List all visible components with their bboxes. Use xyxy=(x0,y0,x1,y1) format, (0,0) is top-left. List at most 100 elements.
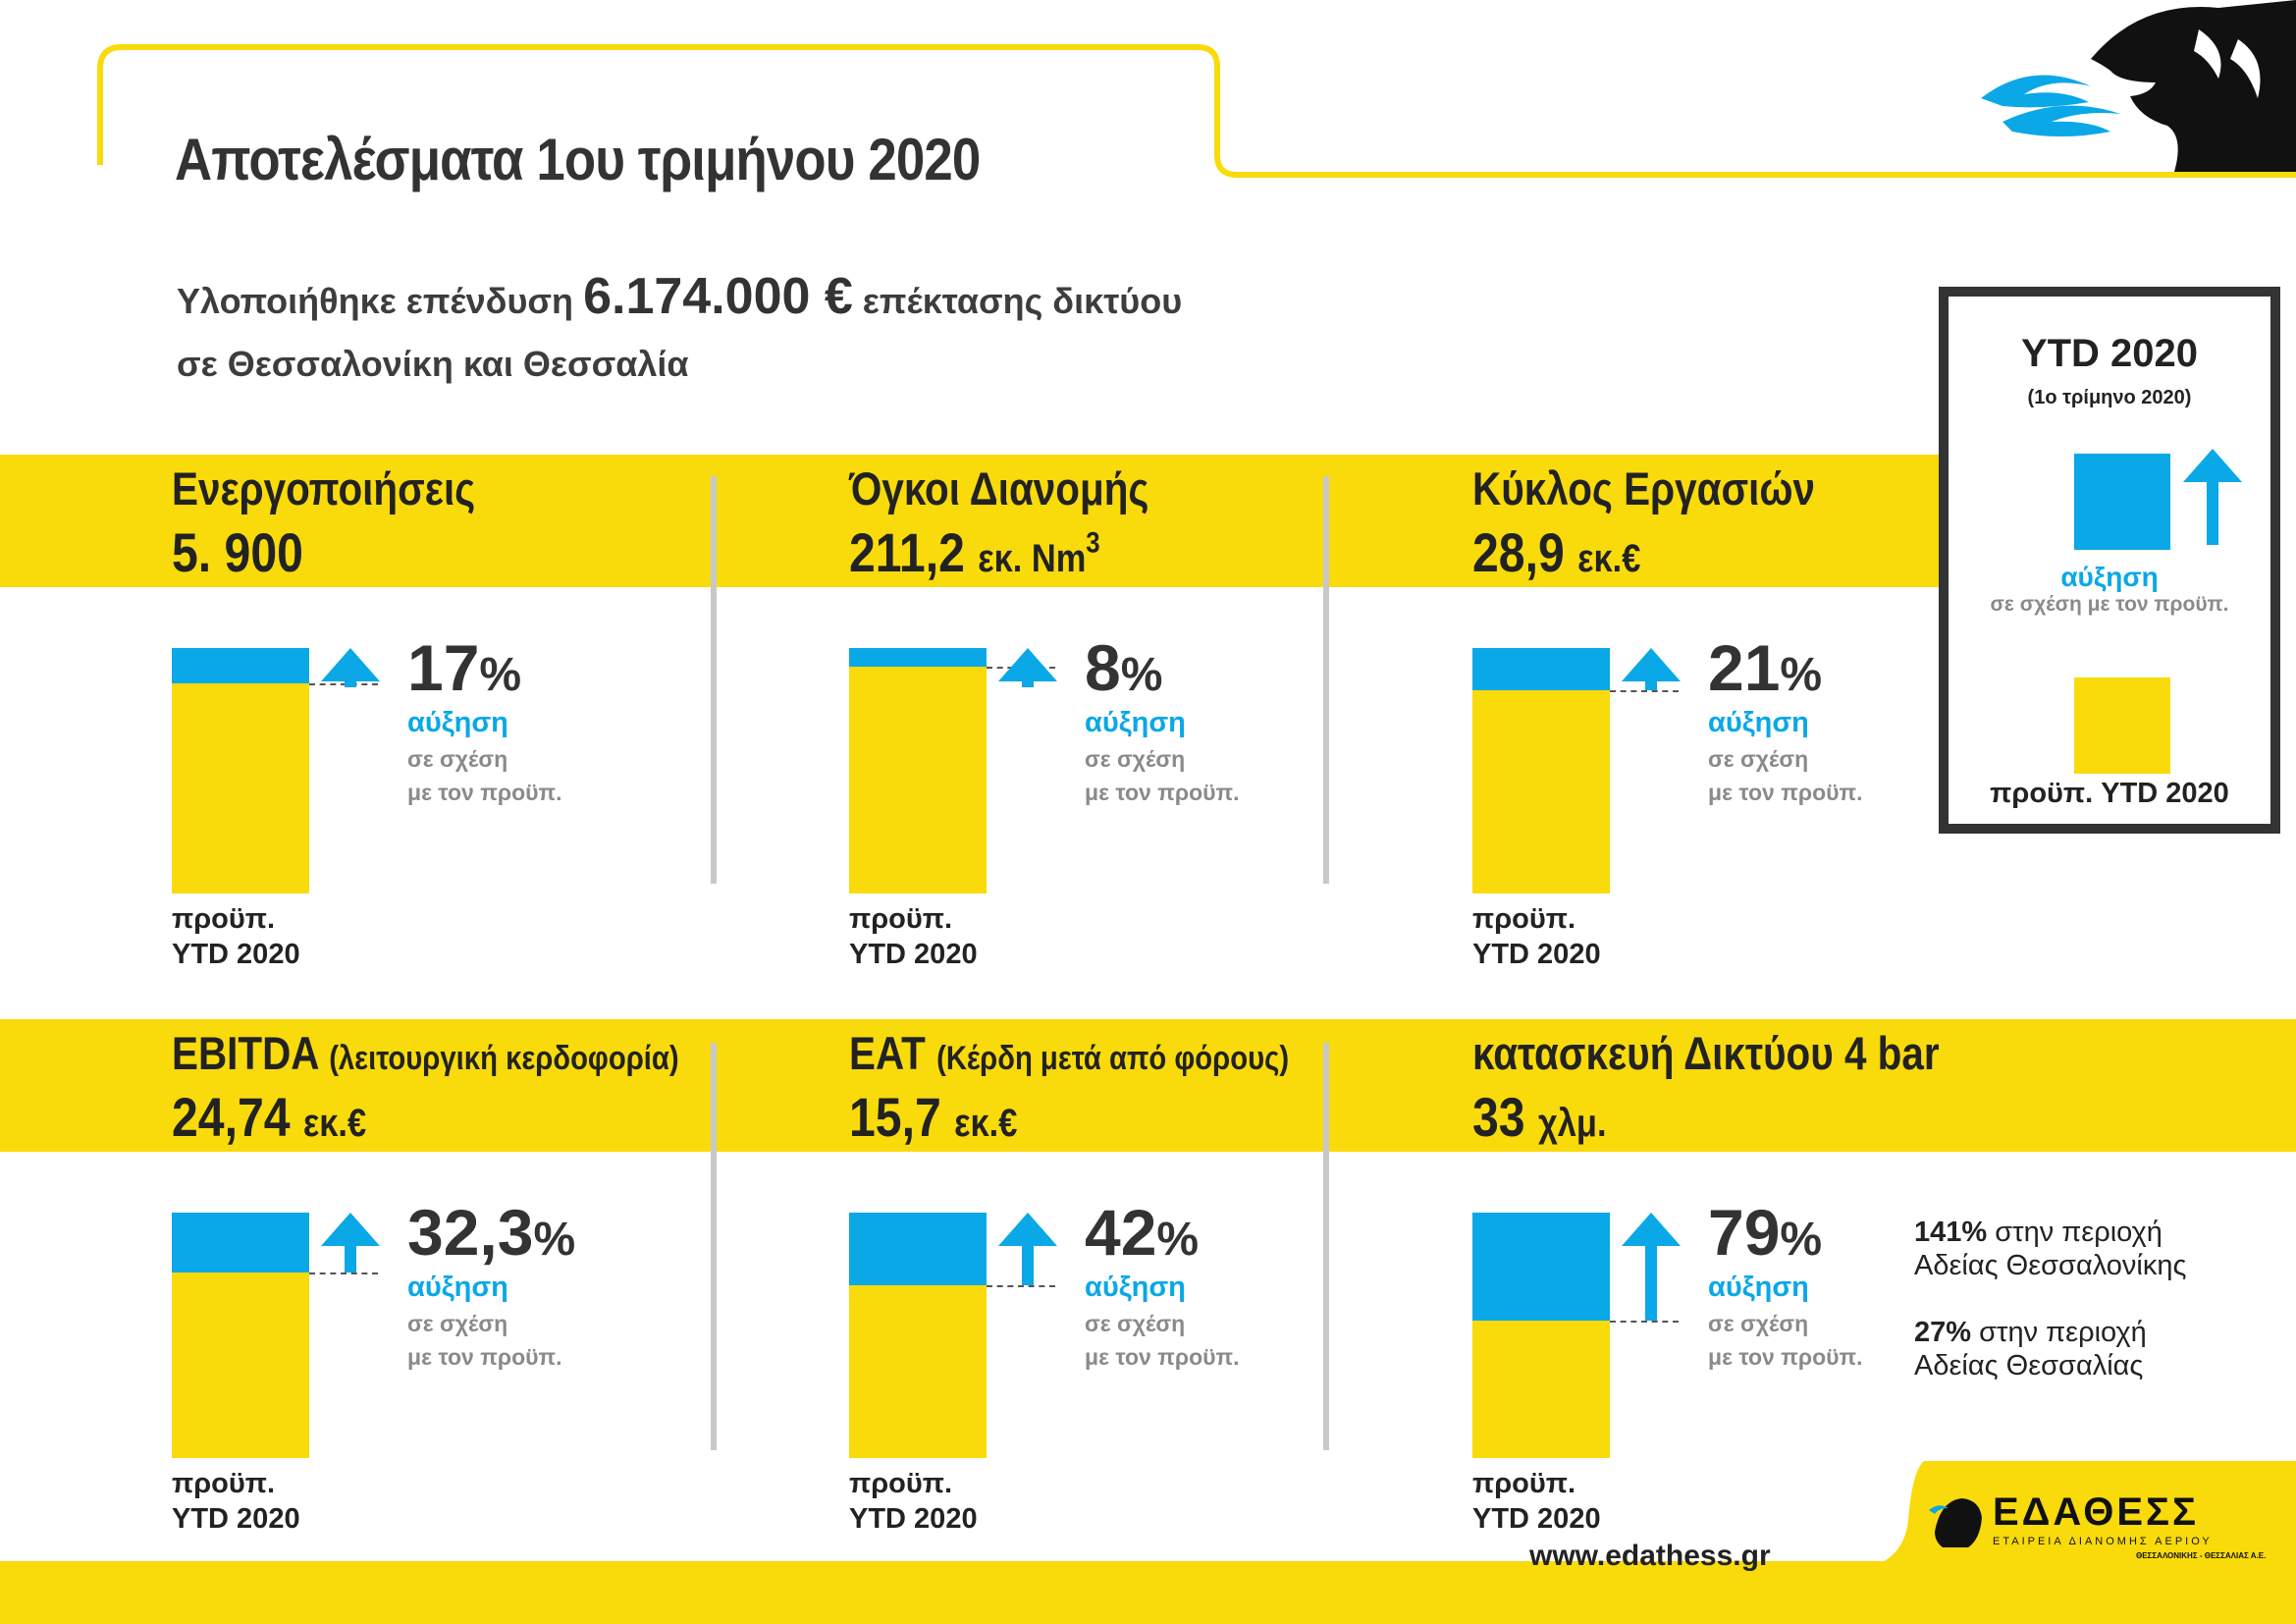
kpi-value-number: 5. 900 xyxy=(172,521,303,583)
budget-caption-line-1: προϋπ. xyxy=(849,903,952,935)
arrow-up-icon xyxy=(998,1213,1057,1285)
legend-budget-swatch xyxy=(2074,677,2170,774)
increase-percent-value: 8 xyxy=(1085,631,1121,704)
relation-line-2: με τον προϋπ. xyxy=(407,1344,562,1370)
legend-increase-desc: σε σχέση με τον προϋπ. xyxy=(1990,593,2229,616)
relation-line-2: με τον προϋπ. xyxy=(407,780,562,805)
relation-line-1: σε σχέση xyxy=(407,746,508,772)
kpi-title-text: Όγκοι Διανομής xyxy=(849,462,1149,514)
budget-caption: προϋπ. YTD 2020 xyxy=(849,901,978,972)
increase-percent-value: 21 xyxy=(1708,631,1781,704)
increase-bar xyxy=(1472,1213,1610,1321)
network-note-thessaly: 27% στην περιοχή Αδείας Θεσσαλίας xyxy=(1914,1316,2147,1382)
increase-percent-value: 79 xyxy=(1708,1196,1781,1269)
kpi-unit: εκ.€ xyxy=(302,1102,367,1145)
arrow-up-icon xyxy=(2183,449,2242,545)
header-frame xyxy=(97,44,2296,178)
kpi-title-text: EBITDA xyxy=(172,1027,318,1079)
investment-amount: 6.174.000 € xyxy=(583,268,853,325)
budget-caption-line-2: YTD 2020 xyxy=(849,939,978,970)
budget-bar xyxy=(1472,1321,1610,1458)
company-logo-text: ΕΔΑΘΕΣΣ xyxy=(1993,1490,2200,1534)
increase-percent: 8% xyxy=(1085,631,1163,704)
website-link[interactable]: www.edathess.gr xyxy=(1529,1540,1771,1572)
kpi-title: Όγκοι Διανομής xyxy=(849,461,1148,515)
budget-caption-line-1: προϋπ. xyxy=(1472,903,1575,935)
note-percent: 141% xyxy=(1914,1217,1988,1248)
relation-line-2: με τον προϋπ. xyxy=(1708,1344,1863,1370)
increase-percent-value: 17 xyxy=(407,631,480,704)
legend-increase-swatch xyxy=(2074,454,2170,550)
increase-bar xyxy=(172,648,309,683)
note-line2: Αδείας Θεσσαλίας xyxy=(1914,1350,2144,1381)
kpi-card-ebitda: EBITDA (λειτουργική κερδοφορία) 24,74 εκ.… xyxy=(172,1026,702,1537)
note-percent: 27% xyxy=(1914,1317,1972,1348)
increase-label: αύξηση xyxy=(1085,1272,1186,1303)
budget-caption-line-1: προϋπ. xyxy=(172,903,275,935)
budget-caption-line-2: YTD 2020 xyxy=(172,939,300,970)
relation-line-2: με τον προϋπ. xyxy=(1085,780,1240,805)
budget-caption: προϋπ. YTD 2020 xyxy=(1472,901,1601,972)
kpi-band-bottom xyxy=(0,1019,2296,1152)
increase-percent: 17% xyxy=(407,631,522,704)
increase-percent: 79% xyxy=(1708,1196,1823,1269)
arrow-up-icon xyxy=(1622,1213,1681,1321)
note-line2: Αδείας Θεσσαλονίκης xyxy=(1914,1250,2187,1281)
relation-line-1: σε σχέση xyxy=(1085,746,1186,772)
budget-caption: προϋπ. YTD 2020 xyxy=(172,1466,300,1537)
footer-band xyxy=(0,1561,2296,1624)
kpi-band-top xyxy=(0,455,1939,587)
note-line1: στην περιοχή xyxy=(1995,1217,2163,1248)
relation-text: σε σχέση με τον προϋπ. xyxy=(407,1307,562,1374)
increase-bar xyxy=(849,1213,987,1285)
baseline-dash xyxy=(1610,1321,1679,1323)
budget-bar xyxy=(172,1272,309,1458)
legend-increase-label: αύξηση xyxy=(2060,562,2159,592)
baseline-dash xyxy=(987,1285,1055,1287)
relation-line-2: με τον προϋπ. xyxy=(1708,780,1863,805)
budget-caption: προϋπ. YTD 2020 xyxy=(849,1466,978,1537)
budget-caption-line-2: YTD 2020 xyxy=(1472,939,1601,970)
kpi-title: κατασκευή Δικτύου 4 bar xyxy=(1472,1026,1940,1080)
budget-caption-line-1: προϋπ. xyxy=(1472,1468,1575,1499)
legend-box: YTD 2020 (1ο τρίμηνο 2020) αύξηση σε σχέ… xyxy=(1939,287,2280,834)
kpi-value-number: 211,2 xyxy=(849,521,965,583)
increase-label: αύξηση xyxy=(1085,707,1186,738)
kpi-unit: εκ.€ xyxy=(1577,537,1641,580)
relation-line-1: σε σχέση xyxy=(407,1311,508,1336)
relation-text: σε σχέση με τον προϋπ. xyxy=(1708,742,1863,809)
increase-label: αύξηση xyxy=(407,1272,508,1303)
increase-label: αύξηση xyxy=(1708,707,1809,738)
baseline-dash xyxy=(1610,690,1679,692)
kpi-unit-sup: 3 xyxy=(1086,526,1100,560)
kpi-title: EAT (Κέρδη μετά από φόρους) xyxy=(849,1026,1289,1080)
kpi-unit: εκ.€ xyxy=(954,1102,1018,1145)
increase-percent: 42% xyxy=(1085,1196,1200,1269)
kpi-value: 33 χλμ. xyxy=(1472,1085,1606,1149)
legend-budget-label: προϋπ. YTD 2020 xyxy=(1990,778,2229,809)
lion-flame-emblem xyxy=(1981,0,2296,172)
note-line1: στην περιοχή xyxy=(1979,1317,2147,1348)
increase-percent: 32,3% xyxy=(407,1196,576,1269)
relation-line-1: σε σχέση xyxy=(1708,1311,1809,1336)
increase-percent: 21% xyxy=(1708,631,1823,704)
relation-text: σε σχέση με τον προϋπ. xyxy=(1085,742,1240,809)
kpi-title-text: EAT xyxy=(849,1027,926,1079)
kpi-value: 5. 900 xyxy=(172,520,303,584)
page-title: Αποτελέσματα 1ου τριμήνου 2020 xyxy=(175,127,981,192)
kpi-value-number: 33 xyxy=(1472,1086,1525,1148)
kpi-card-turnover: Κύκλος Εργασιών 28,9 εκ.€ 21% αύξηση σε σχέ… xyxy=(1472,461,1934,972)
budget-bar xyxy=(849,1285,987,1458)
investment-suffix: επέκτασης δικτύου xyxy=(862,281,1183,321)
separator xyxy=(1323,476,1329,884)
increase-label: αύξηση xyxy=(1708,1272,1809,1303)
kpi-value: 15,7 εκ.€ xyxy=(849,1085,1017,1149)
kpi-value-number: 24,74 xyxy=(172,1086,291,1148)
kpi-title: EBITDA (λειτουργική κερδοφορία) xyxy=(172,1026,679,1080)
relation-text: σε σχέση με τον προϋπ. xyxy=(407,742,562,809)
kpi-value: 28,9 εκ.€ xyxy=(1472,520,1640,584)
relation-text: σε σχέση με τον προϋπ. xyxy=(1085,1307,1240,1374)
increase-bar xyxy=(172,1213,309,1272)
kpi-value: 211,2 εκ. Nm3 xyxy=(849,520,1100,584)
kpi-title: Κύκλος Εργασιών xyxy=(1472,461,1815,515)
